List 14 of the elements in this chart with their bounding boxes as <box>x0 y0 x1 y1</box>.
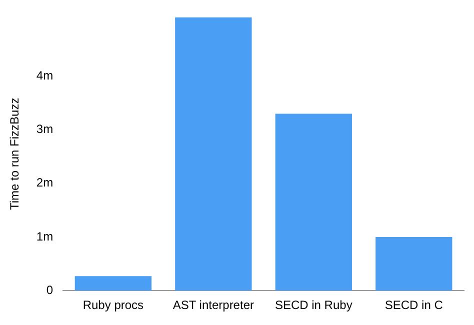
y-tick-label: 1m <box>36 229 54 244</box>
bar <box>376 236 452 291</box>
y-tick-label: 2m <box>36 176 54 190</box>
y-tick-label: 4m <box>36 68 54 82</box>
x-tick-label: SECD in Ruby <box>274 298 352 312</box>
y-tick-label: 0 <box>46 282 54 297</box>
x-tick-label: AST interpreter <box>172 298 254 312</box>
bar <box>275 114 352 291</box>
x-tick-label: SECD in C <box>384 298 444 312</box>
y-axis-title: Time to run FizzBuzz <box>8 98 22 210</box>
bar <box>74 276 152 291</box>
x-tick-label: Ruby procs <box>82 298 144 312</box>
y-tick-label: 3m <box>36 122 54 136</box>
bar <box>175 17 252 291</box>
